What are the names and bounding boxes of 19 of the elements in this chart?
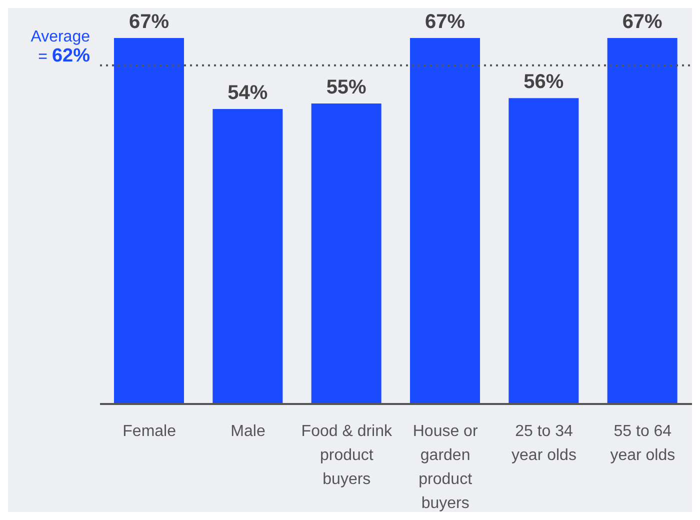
- data-label: 67%: [622, 11, 663, 33]
- bar: [410, 38, 480, 404]
- data-label: 67%: [424, 11, 466, 33]
- x-tick-label: 25 to 34 year olds: [512, 423, 576, 464]
- bar: [311, 104, 382, 404]
- bar: [607, 38, 678, 404]
- x-tick-label: Male: [230, 423, 266, 440]
- x-tick-label: Female: [122, 423, 176, 440]
- bar: [212, 109, 283, 404]
- x-tick-label: Food & drink product buyers: [301, 423, 394, 488]
- bar: [114, 38, 184, 404]
- bar: [508, 98, 579, 404]
- x-tick-label: 55 to 64 year olds: [610, 423, 676, 464]
- x-tick-label: House or garden product buyers: [412, 423, 478, 512]
- ref-line-label: Average = 62%: [30, 28, 90, 66]
- data-label: 54%: [228, 82, 268, 104]
- data-label: 67%: [128, 11, 170, 33]
- data-label: 55%: [326, 76, 367, 99]
- data-label: 56%: [524, 71, 564, 94]
